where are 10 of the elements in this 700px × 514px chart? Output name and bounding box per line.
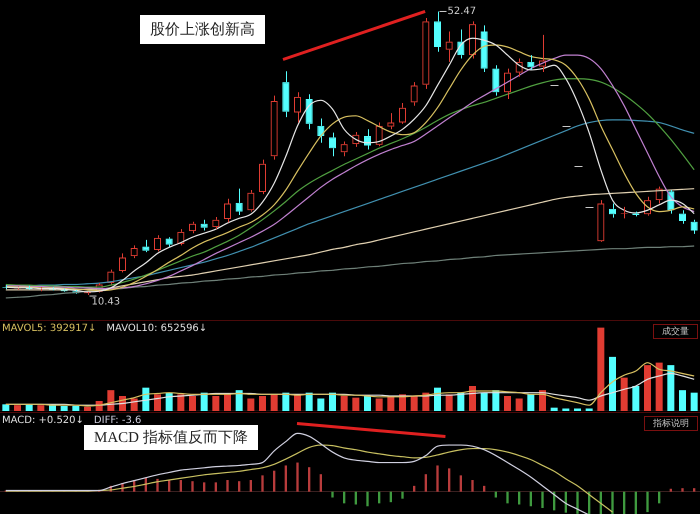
text: 10.43: [92, 296, 120, 308]
text: 指标说明: [644, 416, 698, 431]
text: MAVOL10: 652596↓: [106, 323, 208, 334]
text: DIFF: -3.6: [94, 415, 142, 426]
text: MACD: +0.520↓: [2, 415, 84, 426]
annotation: 成交量: [653, 324, 698, 339]
annotation: MACD 指标值反而下降: [84, 425, 258, 450]
annotation: 股价上涨创新高: [140, 15, 265, 44]
annotation: 52.47: [448, 6, 476, 18]
text: MAVOL5: 392917↓: [2, 323, 96, 334]
